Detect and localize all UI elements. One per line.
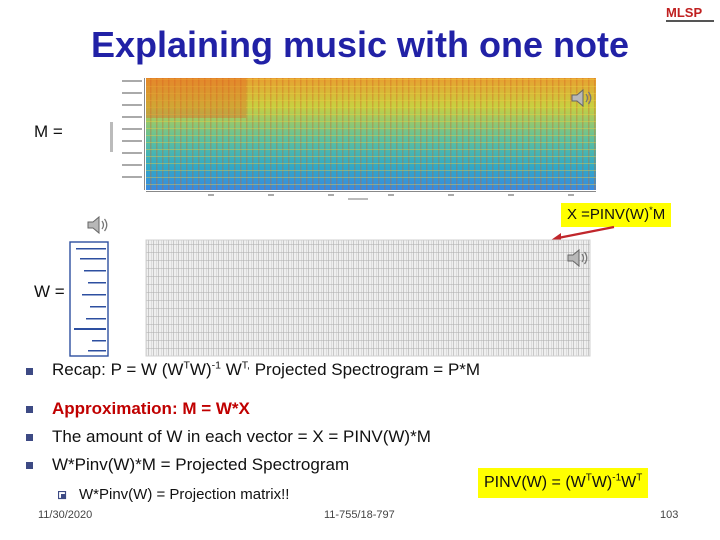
- note-and-projected-spectrogram: [69, 239, 591, 357]
- bullet-recap: Recap: P = W (WTW)-1 WT, Projected Spect…: [52, 359, 481, 379]
- bullet-approximation: Approximation: M = W*X: [52, 399, 250, 418]
- footer-page-number: 103: [660, 509, 679, 521]
- note-spectrum-w: [69, 241, 109, 357]
- slide-title: Explaining music with one note: [90, 24, 630, 65]
- x-formula-callout: X =PINV(W)*M: [561, 203, 672, 227]
- hollow-square-bullet-icon: [58, 491, 67, 500]
- sub-bullet-projection-matrix: W*Pinv(W) = Projection matrix!!: [79, 486, 290, 503]
- m-matrix-label: M =: [34, 122, 63, 141]
- speaker-icon[interactable]: [566, 248, 590, 268]
- spectrogram-m-xaxis: [146, 191, 596, 200]
- spectrogram-m: [110, 78, 596, 200]
- square-bullet-icon: [26, 462, 33, 469]
- footer-course: 11-755/18-797: [324, 509, 395, 521]
- square-bullet-icon: [26, 368, 33, 375]
- bullet-projected-spectrogram: W*Pinv(W)*M = Projected Spectrogram: [52, 455, 350, 474]
- logo-text: MLSP: [666, 5, 702, 20]
- pinv-formula-callout: PINV(W) = (WTW)-1WT: [478, 468, 649, 498]
- square-bullet-icon: [26, 434, 33, 441]
- bullet-amount-of-w: The amount of W in each vector = X = PIN…: [52, 427, 431, 446]
- spectrogram-m-yaxis: [110, 78, 145, 190]
- speaker-icon[interactable]: [86, 215, 110, 235]
- projected-spectrogram: [145, 239, 591, 357]
- square-bullet-icon: [26, 406, 33, 413]
- speaker-icon[interactable]: [570, 88, 594, 108]
- red-arrow-icon: [551, 225, 615, 241]
- footer-date: 11/30/2020: [38, 509, 93, 521]
- w-matrix-label: W =: [34, 282, 65, 301]
- mlsp-logo: MLSP: [666, 5, 714, 22]
